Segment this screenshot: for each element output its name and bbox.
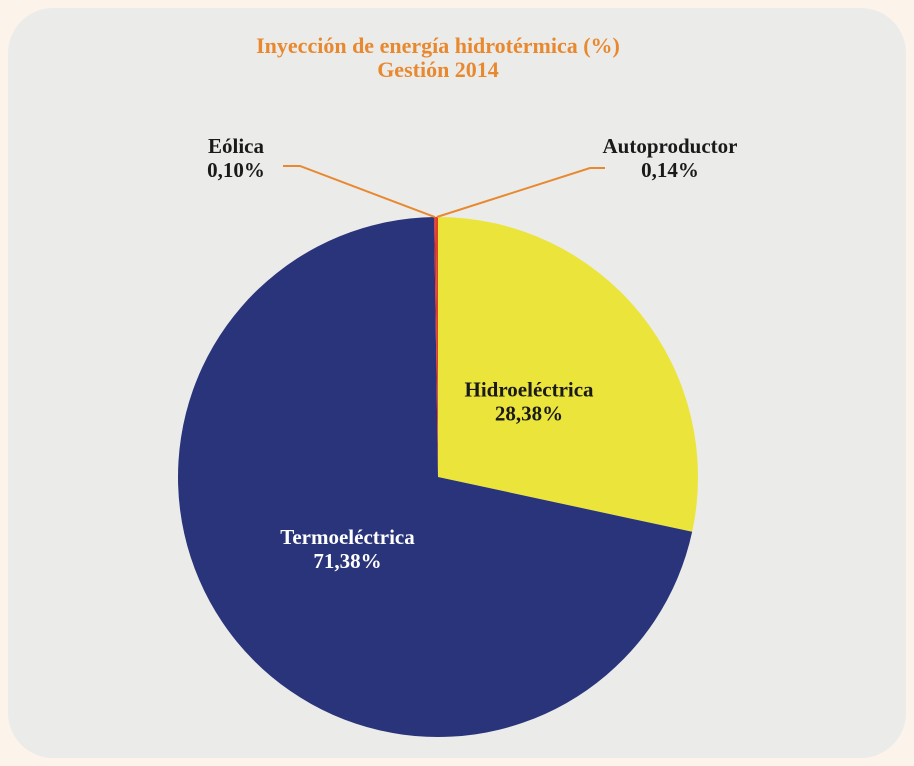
- leader-line: [283, 165, 436, 218]
- pie-slice: [438, 217, 698, 532]
- slice-value-label: 0,14%: [641, 158, 699, 182]
- slice-label: Hidroeléctrica: [465, 377, 595, 401]
- pie-slice: [177, 217, 693, 737]
- chart-subtitle: Gestión 2014: [377, 57, 499, 82]
- leader-line: [436, 167, 605, 218]
- chart-title: Inyección de energía hidrotérmica (%): [256, 33, 620, 58]
- slice-value-label: 0,10%: [207, 158, 265, 182]
- slice-value-label: 28,38%: [495, 401, 563, 425]
- slice-label: Termoeléctrica: [280, 525, 415, 549]
- pie-slice: [435, 217, 438, 477]
- slice-value-label: 71,38%: [313, 549, 381, 573]
- pie-slice: [434, 217, 438, 477]
- slice-label: Eólica: [208, 134, 264, 158]
- slice-label: Autoproductor: [603, 134, 738, 158]
